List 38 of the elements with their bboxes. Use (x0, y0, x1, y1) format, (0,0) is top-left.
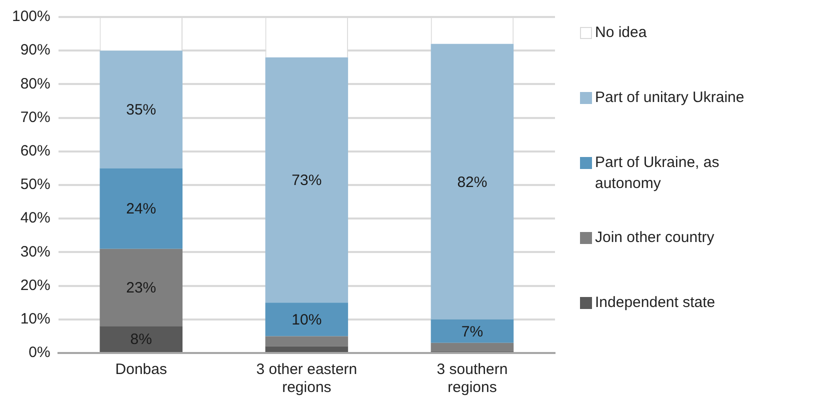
x-tick-label: 3 other eastern regions (256, 361, 358, 396)
text: No idea (595, 23, 648, 43)
y-tick-label: 90% (20, 42, 50, 59)
y-tick-label: 100% (12, 8, 50, 26)
legend-label: Part of Ukraine, as autonomy (595, 153, 720, 194)
data-label: 7% (461, 323, 484, 340)
legend-label: Independent state (595, 293, 716, 313)
y-tick-label: 40% (20, 210, 50, 227)
legend-label: Join other country (595, 228, 716, 248)
x-tick-label: 3 southern regions (436, 361, 508, 396)
bar (100, 168, 183, 249)
x-tick-label: Donbas (115, 361, 167, 378)
legend-label: Part of unitary Ukraine (595, 88, 746, 108)
data-label: 24% (126, 200, 156, 218)
bar (100, 326, 183, 352)
bar (430, 319, 514, 343)
data-label: 82% (457, 174, 488, 191)
data-label: 10% (292, 312, 322, 329)
bar (265, 336, 348, 346)
bar (265, 302, 348, 336)
data-label: 8% (130, 331, 152, 348)
y-tick-label: 0% (28, 344, 50, 362)
y-tick-label: 10% (20, 310, 50, 328)
bar (100, 50, 183, 168)
y-tick-label: 20% (20, 276, 50, 294)
y-tick-label: 60% (20, 142, 50, 160)
data-label: 35% (126, 102, 156, 119)
bar (100, 248, 183, 326)
y-tick-label: 30% (20, 243, 50, 260)
bar (265, 57, 348, 303)
bar (265, 346, 348, 352)
y-tick-label: 80% (20, 75, 50, 92)
bar (430, 44, 514, 320)
bar (430, 342, 514, 352)
data-label: 73% (292, 172, 322, 190)
data-label: 23% (126, 280, 156, 297)
y-tick-label: 50% (20, 176, 50, 194)
y-tick-label: 70% (20, 108, 50, 126)
